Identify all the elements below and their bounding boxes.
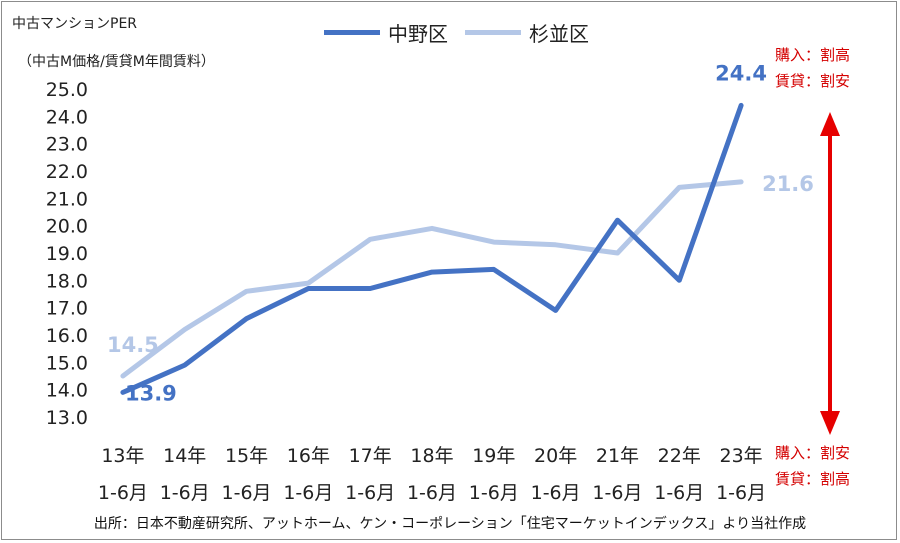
y-tick-label: 17.0 bbox=[46, 298, 88, 320]
y-tick-label: 25.0 bbox=[46, 79, 88, 101]
data-label: 13.9 bbox=[125, 381, 177, 405]
data-label: 21.6 bbox=[762, 172, 814, 196]
x-tick-label: 21年 bbox=[596, 445, 639, 467]
x-tick-sublabel: 1-6月 bbox=[98, 482, 148, 504]
series-line-1 bbox=[120, 179, 744, 379]
x-tick-sublabel: 1-6月 bbox=[469, 482, 519, 504]
y-tick-label: 14.0 bbox=[46, 380, 88, 402]
x-tick-sublabel: 1-6月 bbox=[531, 482, 581, 504]
data-label: 14.5 bbox=[107, 333, 159, 357]
x-tick-sublabel: 1-6月 bbox=[716, 482, 766, 504]
legend-label-suginami: 杉並区 bbox=[529, 22, 589, 46]
x-tick-label: 15年 bbox=[225, 445, 268, 467]
series-line-0 bbox=[120, 102, 744, 395]
x-tick-label: 13年 bbox=[101, 445, 144, 467]
x-tick-label: 14年 bbox=[163, 445, 206, 467]
y-tick-label: 24.0 bbox=[46, 106, 88, 128]
x-tick-sublabel: 1-6月 bbox=[654, 482, 704, 504]
x-tick-label: 17年 bbox=[349, 445, 392, 467]
chart-subtitle: （中古M価格/賃貸M年間賃料） bbox=[18, 54, 215, 70]
y-tick-label: 13.0 bbox=[46, 407, 88, 429]
x-tick-sublabel: 1-6月 bbox=[160, 482, 210, 504]
x-tick-label: 19年 bbox=[472, 445, 515, 467]
annotation-top-line1: 購入：割高 bbox=[775, 46, 851, 64]
annotation-top: 購入：割高 賃貸：割安 bbox=[775, 42, 850, 94]
y-tick-label: 16.0 bbox=[46, 325, 88, 347]
annotation-bottom: 購入：割安 賃貸：割高 bbox=[775, 440, 850, 492]
arrow-head-down bbox=[820, 411, 840, 435]
arrow-head-up bbox=[820, 112, 840, 136]
y-tick-label: 21.0 bbox=[46, 188, 88, 210]
annotation-bottom-line1: 購入：割安 bbox=[775, 444, 851, 462]
y-tick-label: 20.0 bbox=[46, 216, 88, 238]
legend-item-suginami: 杉並区 bbox=[465, 18, 589, 47]
y-tick-label: 18.0 bbox=[46, 270, 88, 292]
x-tick-sublabel: 1-6月 bbox=[407, 482, 457, 504]
y-tick-label: 23.0 bbox=[46, 134, 88, 156]
x-tick-sublabel: 1-6月 bbox=[345, 482, 395, 504]
legend-swatch-nakano bbox=[324, 30, 380, 35]
legend-label-nakano: 中野区 bbox=[388, 22, 448, 46]
x-tick-label: 23年 bbox=[719, 445, 762, 467]
x-tick-label: 18年 bbox=[410, 445, 453, 467]
legend-item-nakano: 中野区 bbox=[324, 18, 448, 47]
data-label: 24.4 bbox=[715, 61, 767, 85]
y-tick-label: 15.0 bbox=[46, 352, 88, 374]
chart-title: 中古マンションPER bbox=[12, 16, 138, 32]
x-tick-label: 20年 bbox=[534, 445, 577, 467]
x-tick-sublabel: 1-6月 bbox=[222, 482, 272, 504]
source-note: 出所：日本不動産研究所、アットホーム、ケン・コーポレーション「住宅マーケットイン… bbox=[93, 516, 807, 532]
x-tick-label: 22年 bbox=[658, 445, 701, 467]
x-tick-sublabel: 1-6月 bbox=[592, 482, 642, 504]
annotation-top-line2: 賃貸：割安 bbox=[775, 72, 851, 90]
y-tick-label: 22.0 bbox=[46, 161, 88, 183]
legend-swatch-suginami bbox=[465, 30, 521, 35]
x-tick-sublabel: 1-6月 bbox=[283, 482, 333, 504]
y-tick-label: 19.0 bbox=[46, 243, 88, 265]
annotation-bottom-line2: 賃貸：割高 bbox=[775, 470, 851, 488]
x-tick-label: 16年 bbox=[287, 445, 330, 467]
